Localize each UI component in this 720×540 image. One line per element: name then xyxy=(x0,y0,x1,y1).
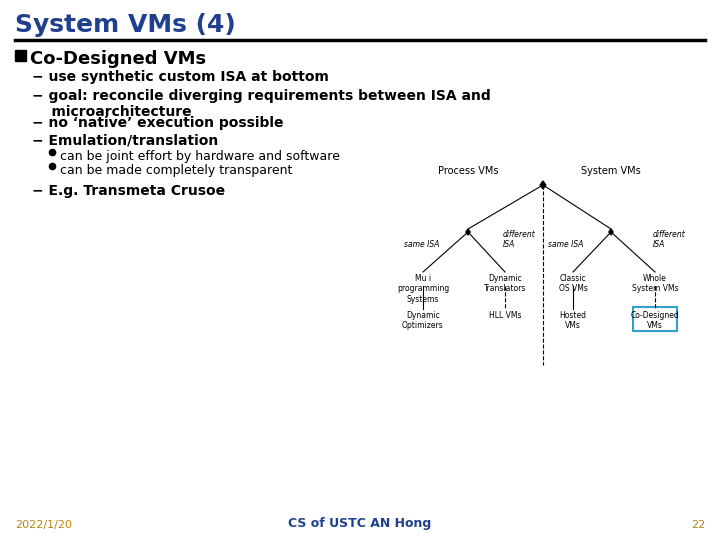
Text: Whole
System VMs: Whole System VMs xyxy=(631,274,678,293)
Text: same ISA: same ISA xyxy=(403,240,439,249)
Text: HLL VMs: HLL VMs xyxy=(489,311,521,320)
Text: Co-Designed
VMs: Co-Designed VMs xyxy=(631,311,680,330)
Text: can be made completely transparent: can be made completely transparent xyxy=(60,164,292,177)
Text: can be joint effort by hardware and software: can be joint effort by hardware and soft… xyxy=(60,150,340,163)
Text: different
ISA: different ISA xyxy=(653,230,685,249)
Text: Co-Designed VMs: Co-Designed VMs xyxy=(30,50,206,68)
Text: − no ‘native’ execution possible: − no ‘native’ execution possible xyxy=(32,116,284,130)
Text: − Emulation/translation: − Emulation/translation xyxy=(32,133,218,147)
Text: same ISA: same ISA xyxy=(547,240,583,249)
Text: 22: 22 xyxy=(690,520,705,530)
Polygon shape xyxy=(540,181,546,189)
Text: − E.g. Transmeta Crusoe: − E.g. Transmeta Crusoe xyxy=(32,184,225,198)
Text: Process VMs: Process VMs xyxy=(438,166,498,176)
Text: Mu i
programming
Systems: Mu i programming Systems xyxy=(397,274,449,304)
Text: Dynamic
Optimizers: Dynamic Optimizers xyxy=(402,311,444,330)
Text: Hosted
VMs: Hosted VMs xyxy=(559,311,587,330)
Text: CS of USTC AN Hong: CS of USTC AN Hong xyxy=(289,517,431,530)
Polygon shape xyxy=(609,229,613,235)
Text: − use synthetic custom ISA at bottom: − use synthetic custom ISA at bottom xyxy=(32,70,329,84)
Text: Classic
OS VMs: Classic OS VMs xyxy=(559,274,588,293)
Text: Dynamic
Translators: Dynamic Translators xyxy=(484,274,526,293)
Text: System VMs (4): System VMs (4) xyxy=(15,13,235,37)
Bar xyxy=(15,50,26,61)
Text: System VMs: System VMs xyxy=(581,166,641,176)
Text: − goal: reconcile diverging requirements between ISA and
    microarchitecture: − goal: reconcile diverging requirements… xyxy=(32,89,491,119)
FancyBboxPatch shape xyxy=(633,307,677,331)
Polygon shape xyxy=(466,229,470,235)
Text: different
ISA: different ISA xyxy=(503,230,536,249)
Text: 2022/1/20: 2022/1/20 xyxy=(15,520,72,530)
